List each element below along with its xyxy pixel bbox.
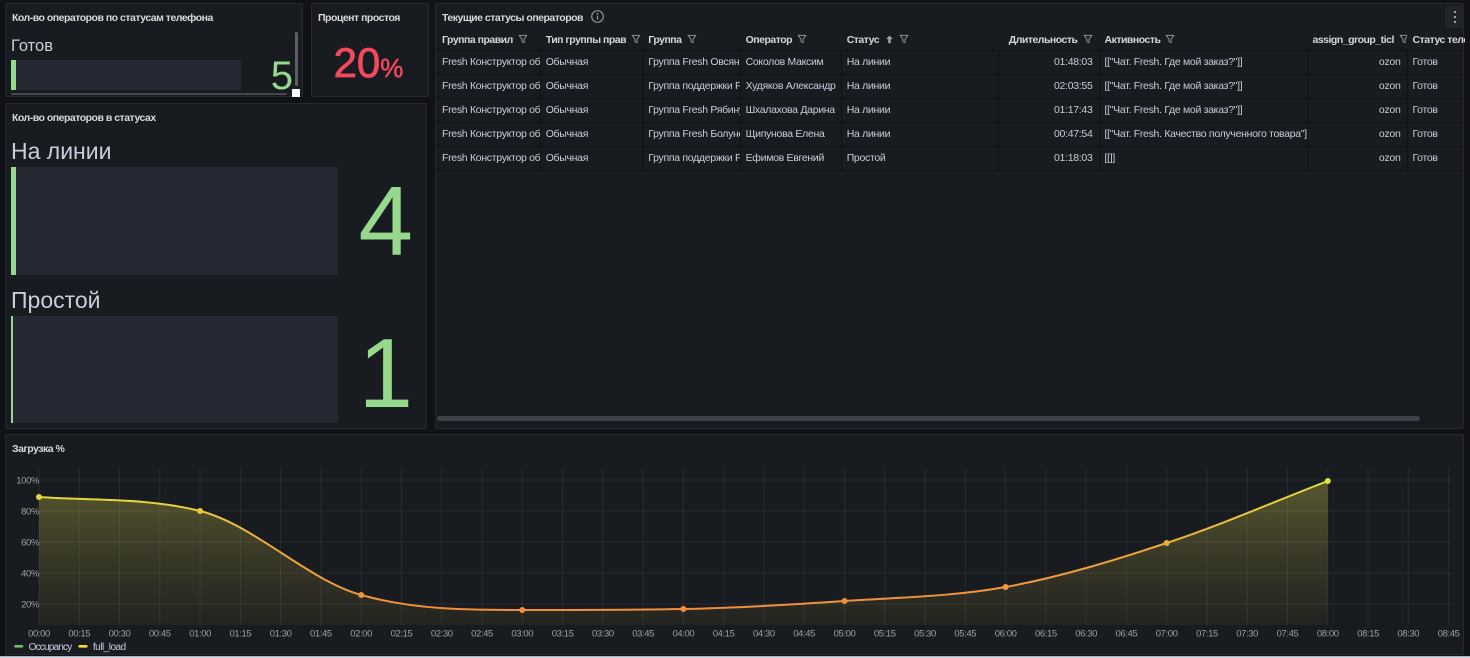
svg-text:01:00: 01:00 [189,629,211,640]
svg-text:full_load: full_load [93,642,126,653]
svg-text:07:45: 07:45 [1277,629,1299,640]
svg-text:20%: 20% [21,600,40,611]
svg-text:00:30: 00:30 [109,629,131,640]
svg-text:08:45: 08:45 [1438,629,1460,640]
svg-text:03:15: 03:15 [552,629,574,640]
svg-text:08:30: 08:30 [1397,629,1419,640]
svg-text:40%: 40% [21,569,40,580]
svg-text:07:15: 07:15 [1196,629,1218,640]
svg-text:05:15: 05:15 [874,629,896,640]
svg-text:04:45: 04:45 [793,629,815,640]
svg-text:03:45: 03:45 [632,629,654,640]
svg-text:06:30: 06:30 [1075,629,1097,640]
svg-text:Occupancy: Occupancy [29,642,73,653]
svg-text:60%: 60% [21,538,40,549]
svg-text:04:15: 04:15 [713,629,735,640]
svg-text:05:45: 05:45 [954,629,976,640]
svg-text:08:15: 08:15 [1357,629,1379,640]
svg-text:08:00: 08:00 [1317,629,1339,640]
svg-text:03:30: 03:30 [592,629,614,640]
svg-text:07:00: 07:00 [1156,629,1178,640]
svg-text:01:45: 01:45 [310,629,332,640]
svg-text:00:00: 00:00 [28,629,50,640]
svg-text:100%: 100% [16,476,40,487]
svg-text:00:45: 00:45 [149,629,171,640]
svg-text:02:00: 02:00 [350,629,372,640]
svg-text:05:00: 05:00 [834,629,856,640]
svg-text:00:15: 00:15 [68,629,90,640]
svg-text:80%: 80% [21,507,40,518]
svg-text:04:30: 04:30 [753,629,775,640]
svg-text:01:15: 01:15 [230,629,252,640]
svg-text:05:30: 05:30 [914,629,936,640]
svg-text:04:00: 04:00 [673,629,695,640]
svg-text:02:45: 02:45 [471,629,493,640]
svg-text:01:30: 01:30 [270,629,292,640]
svg-text:03:00: 03:00 [511,629,533,640]
svg-text:06:15: 06:15 [1035,629,1057,640]
svg-text:06:45: 06:45 [1116,629,1138,640]
svg-text:06:00: 06:00 [995,629,1017,640]
svg-text:07:30: 07:30 [1236,629,1258,640]
svg-text:02:30: 02:30 [431,629,453,640]
svg-text:02:15: 02:15 [391,629,413,640]
